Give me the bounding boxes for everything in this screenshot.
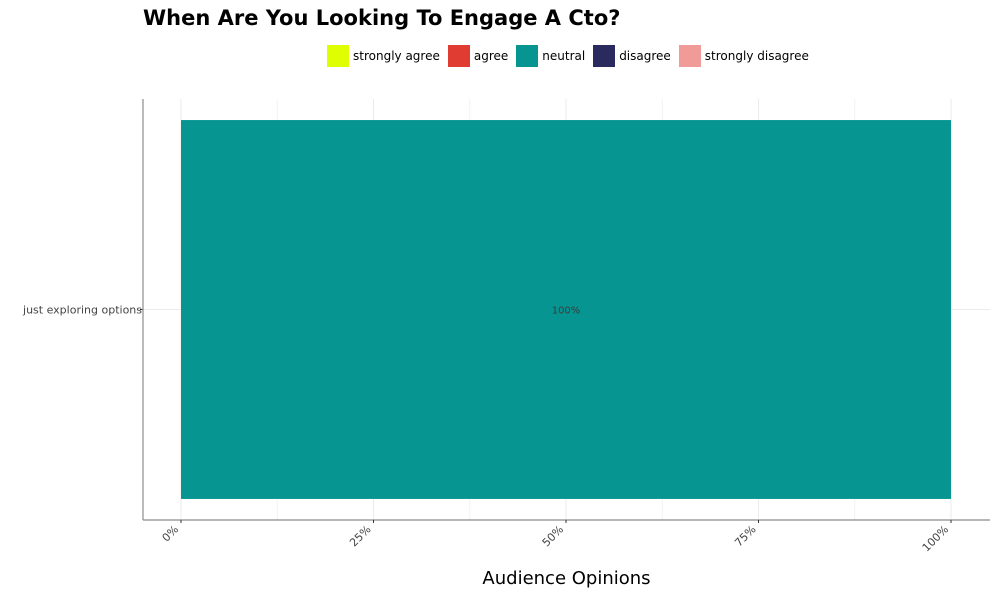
legend-swatch (678, 45, 701, 67)
legend-swatch (593, 45, 616, 67)
x-axis-title: Audience Opinions (482, 568, 651, 589)
bar-segment (181, 120, 951, 499)
legend-swatch (447, 45, 470, 67)
x-tick-label: 75% (732, 523, 758, 549)
x-tick-label: 50% (540, 523, 566, 549)
legend-label: neutral (542, 49, 586, 63)
legend-item: agree (447, 45, 509, 67)
chart-title: When Are You Looking To Engage A Cto? (143, 6, 621, 30)
data-label: 100% (552, 306, 581, 317)
legend-label: agree (473, 49, 509, 63)
legend-item: neutral (516, 45, 585, 67)
legend-item: disagree (593, 45, 671, 67)
legend-label: disagree (619, 49, 671, 63)
x-tick-label: 100% (920, 523, 951, 554)
legend: strongly agree agree neutral disagree strong… (327, 45, 817, 67)
legend-swatch (327, 45, 349, 67)
y-tick-label: just exploring options (22, 304, 142, 317)
legend-item: strongly agree (327, 45, 440, 67)
legend-label: strongly agree (353, 49, 440, 63)
x-tick-label: 25% (347, 523, 373, 549)
legend-label: strongly disagree (704, 49, 809, 63)
legend-swatch (516, 45, 539, 67)
legend-item: strongly disagree (678, 45, 809, 67)
x-tick-label: 0% (160, 523, 182, 545)
